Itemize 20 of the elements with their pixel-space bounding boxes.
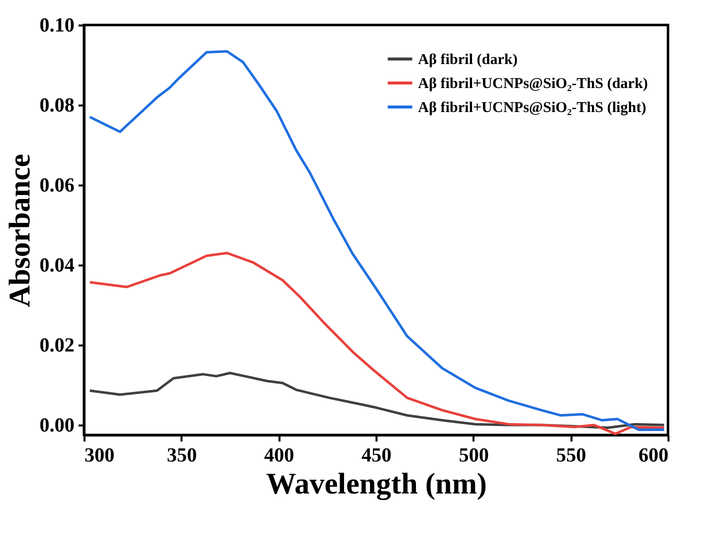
y-tick-label: 0.00 [40,414,74,436]
y-tick-label: 0.06 [40,174,74,196]
line-series [88,50,666,432]
x-tick-label: 550 [556,444,586,466]
x-tick-label: 400 [264,444,294,466]
x-tick-label: 300 [84,444,114,466]
y-axis-title: Absorbance [4,154,36,308]
y-tick-label: 0.02 [40,334,74,356]
x-tick-label: 350 [166,444,197,466]
y-tick-label: 0.10 [40,14,74,36]
y-tick-label: 0.04 [40,254,74,276]
legend-label: Aβ fibril+UCNPs@SiO₂-ThS (dark) [418,76,648,92]
x-tick-label: 450 [362,444,392,466]
x-tick-label: 500 [458,444,489,466]
legend-label: Aβ fibril+UCNPs@SiO₂-ThS (light) [418,100,646,116]
y-tick-label: 0.08 [40,94,74,116]
legend-label: Aβ fibril (dark) [418,52,518,68]
line-series [88,252,666,435]
x-tick-label: 600 [638,444,668,466]
x-axis-title: Wavelength (nm) [266,468,487,500]
